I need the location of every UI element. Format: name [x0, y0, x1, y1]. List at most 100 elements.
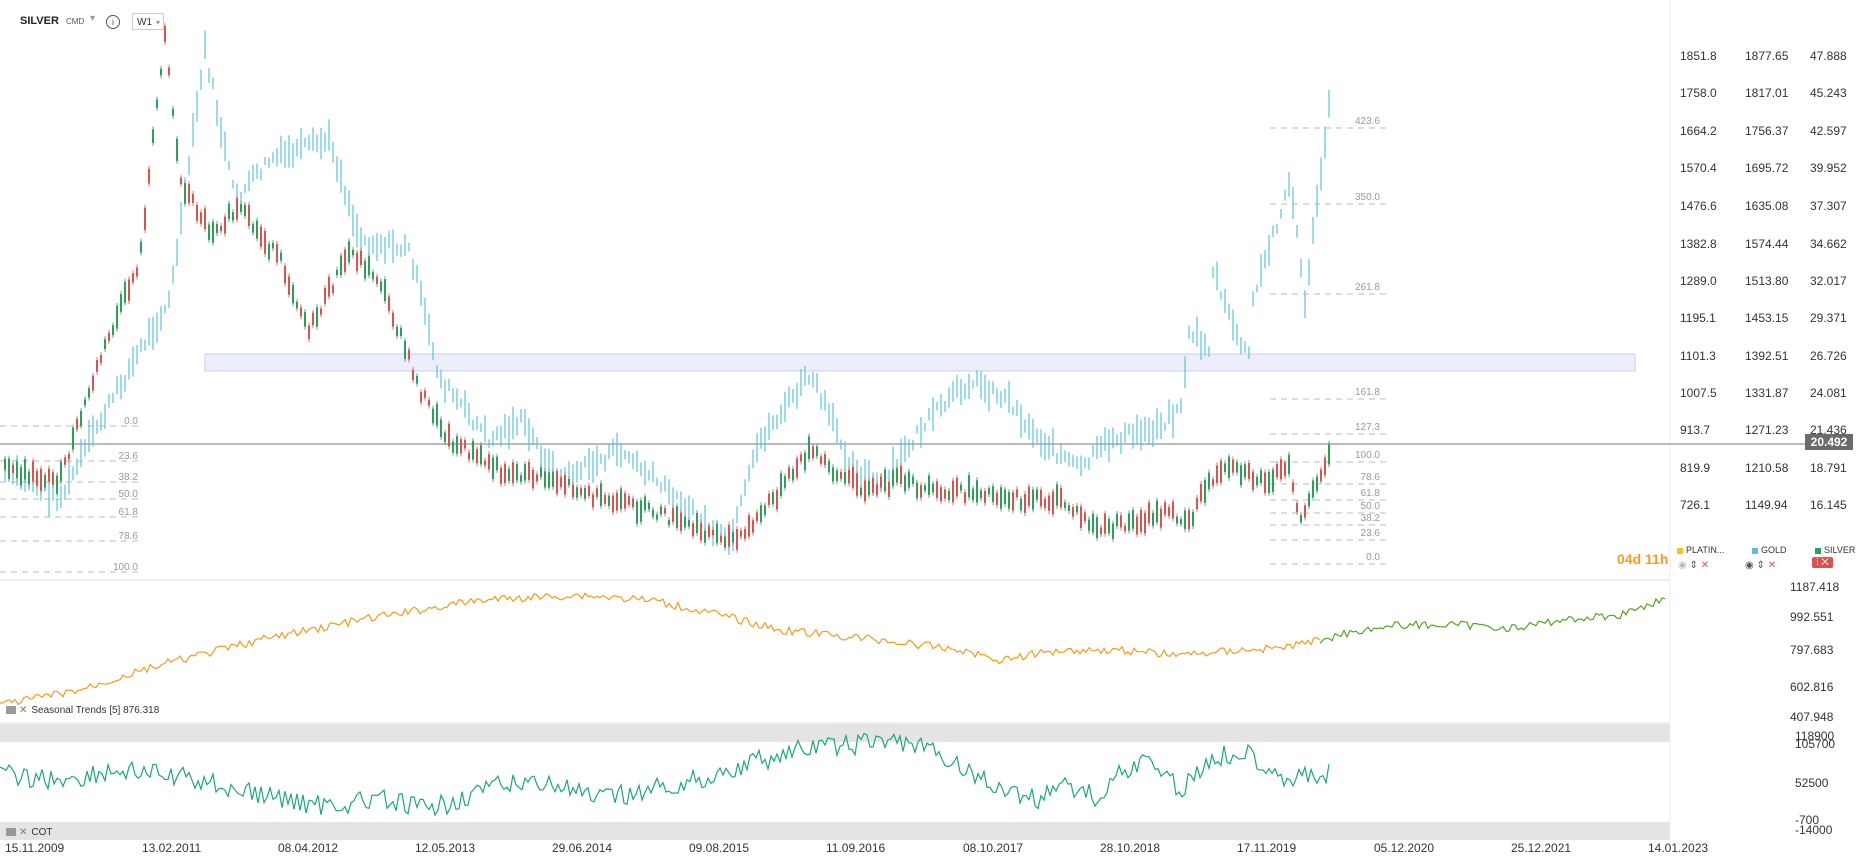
silver-candle [756, 512, 758, 521]
silver-candle [372, 272, 374, 280]
silver-candle [528, 461, 530, 480]
legend-item-platinum[interactable]: PLATIN... [1677, 545, 1724, 555]
legend-label: SILVER [1824, 545, 1856, 555]
silver-candle [1012, 492, 1014, 511]
silver-candle [1232, 459, 1234, 473]
fib-level-label: 423.6 [1355, 116, 1380, 127]
silver-candle [568, 479, 570, 486]
silver-candle [1204, 480, 1206, 503]
silver-candle [1220, 460, 1222, 483]
chevron-down-icon[interactable]: ▾ [90, 13, 96, 24]
silver-candle [484, 460, 486, 466]
silver-candle [224, 216, 226, 234]
silver-candle [644, 496, 646, 511]
silver-candle [872, 477, 874, 493]
silver-candle [104, 339, 106, 349]
silver-candle [124, 281, 126, 303]
silver-candle [604, 495, 606, 504]
silver-candle [408, 349, 410, 360]
candles-icon[interactable]: ⫶ [1816, 557, 1819, 568]
silver-candle [344, 249, 346, 272]
silver-candle [992, 486, 994, 503]
silver-candle [524, 464, 526, 481]
silver-candle [336, 269, 338, 276]
silver-candle [760, 505, 762, 523]
fib-level-label: 23.6 [119, 451, 139, 462]
silver-candle [376, 276, 378, 285]
cot-indicator-label[interactable]: ✕ COT [6, 827, 53, 838]
cot-axis-tick: 105700 [1795, 737, 1835, 751]
fib-level-label: 350.0 [1355, 192, 1380, 203]
silver-candle [116, 305, 118, 329]
silver-candle [260, 226, 262, 247]
silver-candle [712, 529, 714, 536]
silver-candle [308, 325, 310, 340]
silver-candle [556, 471, 558, 494]
close-icon[interactable]: ✕ [1821, 557, 1829, 568]
sort-icon[interactable]: ⇕ [1756, 560, 1765, 571]
silver-candle [852, 466, 854, 488]
silver-candle [940, 487, 942, 502]
platinum-swatch [1677, 547, 1683, 554]
silver-candle [824, 453, 826, 466]
silver-candle [732, 531, 734, 543]
eye-icon[interactable]: ◉ [1745, 560, 1754, 571]
price-tick-silver: 45.243 [1810, 86, 1847, 100]
price-tick-platinum: 1101.3 [1680, 349, 1716, 363]
price-tick-platinum: 1664.2 [1680, 124, 1717, 138]
silver-candle [888, 482, 890, 497]
silver-candle [920, 485, 922, 498]
silver-candle [1324, 457, 1326, 476]
cot-lower-band [0, 822, 1670, 840]
silver-candle [944, 489, 946, 499]
silver-candle [304, 311, 306, 327]
legend-item-gold[interactable]: GOLD [1752, 545, 1787, 555]
silver-candle [88, 388, 90, 398]
silver-candle [1024, 494, 1026, 513]
price-tick-gold: 1695.72 [1745, 161, 1789, 175]
close-icon[interactable]: ✕ [1700, 560, 1710, 571]
seasonal-indicator-label[interactable]: ✕ Seasonal Trends [5] 876.318 [6, 705, 159, 716]
silver-candle [36, 470, 38, 486]
price-tick-silver: 21.436 [1810, 423, 1847, 437]
fib-level-label: 127.3 [1355, 422, 1380, 433]
silver-candle [1292, 482, 1294, 492]
silver-candle [716, 523, 718, 544]
silver-candle [84, 399, 86, 406]
silver-candle [1188, 510, 1190, 530]
silver-candle [856, 473, 858, 496]
silver-candle [752, 520, 754, 533]
close-icon[interactable]: ✕ [19, 705, 28, 716]
silver-candle [1096, 517, 1098, 538]
info-icon[interactable]: i [106, 15, 120, 29]
silver-candle [516, 464, 518, 481]
legend-item-silver[interactable]: SILVER [1815, 545, 1855, 555]
symbol-label[interactable]: SILVER [20, 15, 59, 27]
silver-candle [904, 475, 906, 492]
price-tick-platinum: 1570.4 [1680, 161, 1717, 175]
silver-candle [612, 495, 614, 513]
price-tick-silver: 32.017 [1810, 274, 1847, 288]
fib-level-label: 38.2 [119, 472, 139, 483]
silver-candle [1132, 509, 1134, 529]
gold-controls: ◉ ⇕ ✕ [1745, 560, 1776, 571]
eye-icon[interactable]: ◉ [1678, 560, 1687, 571]
silver-candle [720, 535, 722, 543]
silver-candle [536, 474, 538, 482]
silver-candle [936, 481, 938, 498]
price-tick-silver: 39.952 [1810, 161, 1847, 175]
close-icon[interactable]: ✕ [1767, 560, 1777, 571]
close-icon[interactable]: ✕ [19, 827, 28, 838]
silver-candle [412, 369, 414, 380]
timeframe-select[interactable]: W1 ▾ [132, 13, 164, 30]
sort-icon[interactable]: ⇕ [1689, 560, 1698, 571]
fib-level-label: 100.0 [113, 562, 138, 573]
seasonal-axis-tick: 992.551 [1790, 610, 1834, 624]
silver-candle [548, 472, 550, 488]
silver-candle [256, 220, 258, 239]
silver-candle [696, 513, 698, 534]
silver-candle [544, 471, 546, 488]
silver-candle [1268, 471, 1270, 493]
silver-candle [4, 458, 6, 470]
